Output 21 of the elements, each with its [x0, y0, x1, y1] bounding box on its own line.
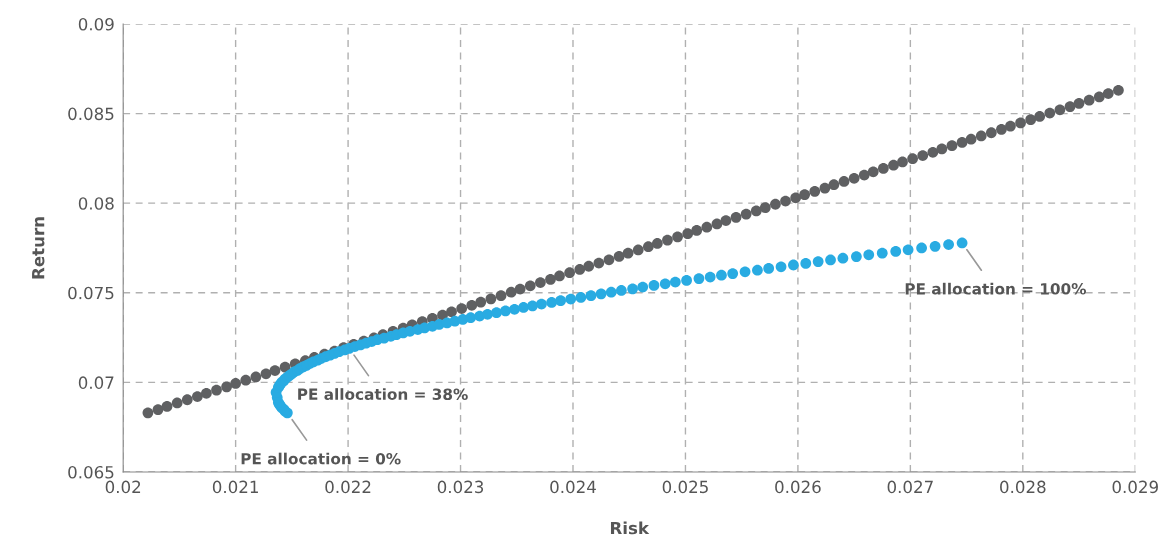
x-tick-label: 0.028	[1000, 480, 1046, 494]
y-tick-label: 0.085	[68, 107, 114, 121]
x-axis-title: Risk	[610, 521, 650, 535]
x-tick-label: 0.026	[775, 480, 821, 494]
x-tick-label: 0.027	[887, 480, 933, 494]
x-tick-label: 0.021	[212, 480, 258, 494]
y-tick-label: 0.09	[78, 17, 114, 31]
annotation: PE allocation = 38%	[298, 388, 468, 400]
x-tick-label: 0.025	[662, 480, 708, 494]
x-tick-label: 0.02	[105, 480, 141, 494]
x-tick-label: 0.029	[1112, 480, 1158, 494]
y-tick-label: 0.08	[78, 197, 114, 210]
x-tick-label: 0.022	[325, 480, 371, 494]
y-tick-label: 0.075	[68, 286, 114, 300]
x-tick-label: 0.024	[550, 480, 596, 494]
x-tick-label: 0.023	[437, 480, 484, 494]
y-tick-label: 0.07	[78, 376, 114, 389]
annotation: PE allocation = 100%	[905, 282, 1087, 295]
annotation: PE allocation = 0%	[241, 452, 401, 465]
y-axis-title: Return	[32, 217, 45, 279]
y-tick-label: 0.065	[68, 465, 114, 479]
